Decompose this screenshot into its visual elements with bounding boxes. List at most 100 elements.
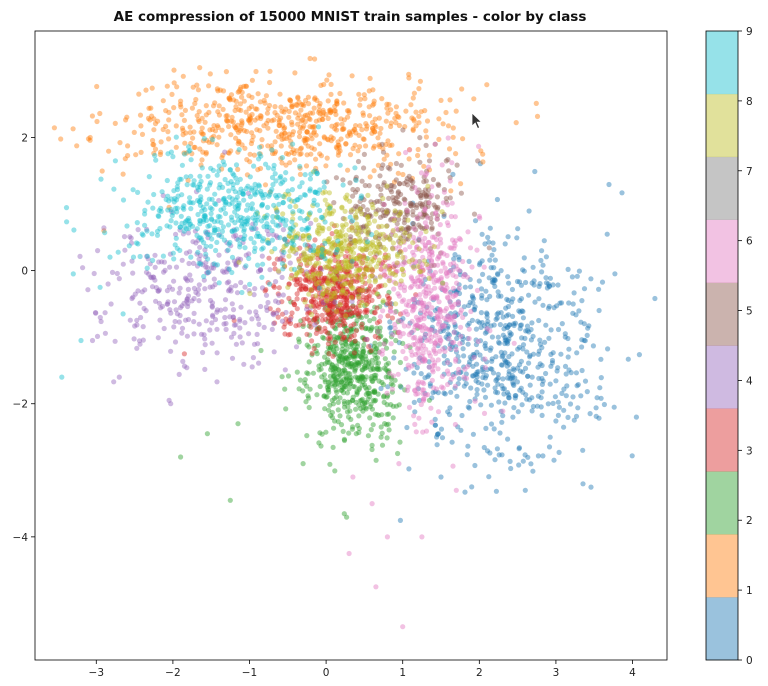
scatter-point bbox=[375, 239, 381, 245]
scatter-point bbox=[384, 435, 390, 441]
scatter-point bbox=[453, 263, 459, 269]
scatter-point bbox=[341, 398, 347, 404]
scatter-point bbox=[318, 270, 324, 276]
scatter-point bbox=[301, 316, 307, 322]
scatter-point bbox=[495, 272, 501, 278]
scatter-point bbox=[360, 335, 367, 341]
scatter-point bbox=[209, 300, 216, 306]
scatter-point bbox=[325, 382, 331, 388]
scatter-point bbox=[275, 214, 281, 221]
scatter-point bbox=[417, 224, 423, 230]
scatter-point bbox=[317, 383, 323, 390]
scatter-point bbox=[304, 342, 310, 348]
scatter-point bbox=[499, 452, 505, 458]
scatter-point bbox=[337, 413, 343, 419]
scatter-point bbox=[446, 336, 452, 342]
scatter-point bbox=[402, 284, 408, 290]
scatter-point bbox=[321, 393, 327, 399]
scatter-point bbox=[418, 268, 424, 275]
scatter-point bbox=[197, 244, 203, 250]
scatter-point bbox=[364, 287, 370, 293]
scatter-point bbox=[189, 105, 195, 111]
scatter-point bbox=[535, 393, 542, 399]
scatter-point bbox=[540, 302, 546, 308]
scatter-point bbox=[372, 277, 379, 283]
scatter-point bbox=[451, 329, 457, 335]
scatter-point bbox=[274, 194, 280, 201]
scatter-point bbox=[538, 404, 544, 410]
scatter-point bbox=[598, 356, 604, 362]
scatter-point bbox=[437, 319, 443, 325]
scatter-point bbox=[243, 83, 249, 89]
scatter-point bbox=[320, 109, 327, 116]
scatter-point bbox=[256, 321, 262, 327]
scatter-point bbox=[392, 216, 398, 222]
scatter-point bbox=[453, 274, 459, 280]
scatter-point bbox=[339, 291, 345, 297]
scatter-point bbox=[326, 292, 332, 298]
scatter-point bbox=[163, 123, 169, 129]
scatter-point bbox=[377, 349, 383, 355]
scatter-point bbox=[350, 383, 356, 390]
scatter-point bbox=[334, 308, 340, 315]
scatter-point bbox=[351, 278, 357, 284]
scatter-point bbox=[363, 406, 369, 412]
scatter-point bbox=[214, 86, 220, 92]
scatter-point bbox=[410, 183, 416, 189]
scatter-point bbox=[196, 256, 202, 262]
scatter-point bbox=[333, 326, 339, 332]
scatter-point bbox=[410, 264, 416, 270]
scatter-point bbox=[311, 345, 317, 352]
scatter-point bbox=[293, 323, 299, 329]
scatter-point bbox=[439, 209, 445, 215]
scatter-point bbox=[354, 288, 360, 294]
scatter-point bbox=[520, 458, 526, 464]
scatter-point bbox=[416, 187, 422, 193]
scatter-point bbox=[422, 390, 428, 397]
scatter-point bbox=[356, 290, 362, 296]
scatter-point bbox=[165, 151, 171, 157]
scatter-point bbox=[87, 137, 93, 143]
scatter-point bbox=[219, 234, 225, 240]
scatter-point bbox=[431, 262, 437, 268]
scatter-point bbox=[319, 299, 325, 305]
scatter-point bbox=[442, 308, 448, 314]
scatter-point bbox=[334, 377, 340, 383]
scatter-point bbox=[390, 332, 396, 338]
scatter-point bbox=[306, 291, 312, 297]
scatter-point bbox=[365, 230, 371, 236]
scatter-point bbox=[494, 376, 500, 382]
scatter-point bbox=[360, 224, 366, 230]
scatter-point bbox=[169, 213, 175, 219]
scatter-point bbox=[376, 349, 382, 355]
scatter-point bbox=[256, 360, 262, 366]
scatter-point bbox=[367, 245, 373, 251]
scatter-point bbox=[291, 302, 297, 308]
scatter-point bbox=[565, 335, 571, 342]
scatter-point bbox=[304, 269, 310, 275]
scatter-point bbox=[368, 326, 375, 332]
scatter-point bbox=[597, 385, 603, 391]
scatter-point bbox=[434, 215, 440, 222]
scatter-point bbox=[197, 217, 203, 223]
scatter-point bbox=[326, 107, 332, 114]
scatter-point bbox=[361, 342, 367, 348]
scatter-point bbox=[484, 326, 490, 332]
scatter-point bbox=[300, 283, 306, 289]
scatter-point bbox=[526, 208, 532, 214]
scatter-point bbox=[455, 287, 461, 293]
scatter-point bbox=[352, 338, 358, 344]
scatter-point bbox=[231, 227, 237, 233]
scatter-point bbox=[455, 299, 461, 305]
scatter-point bbox=[249, 364, 255, 370]
scatter-point bbox=[257, 267, 263, 273]
scatter-point bbox=[393, 199, 399, 205]
scatter-point bbox=[339, 336, 346, 342]
scatter-point bbox=[264, 307, 270, 313]
scatter-point bbox=[461, 374, 467, 380]
scatter-point bbox=[402, 230, 408, 236]
scatter-point bbox=[188, 140, 194, 147]
scatter-point bbox=[502, 350, 508, 356]
scatter-point bbox=[536, 296, 542, 302]
scatter-point bbox=[282, 236, 288, 242]
